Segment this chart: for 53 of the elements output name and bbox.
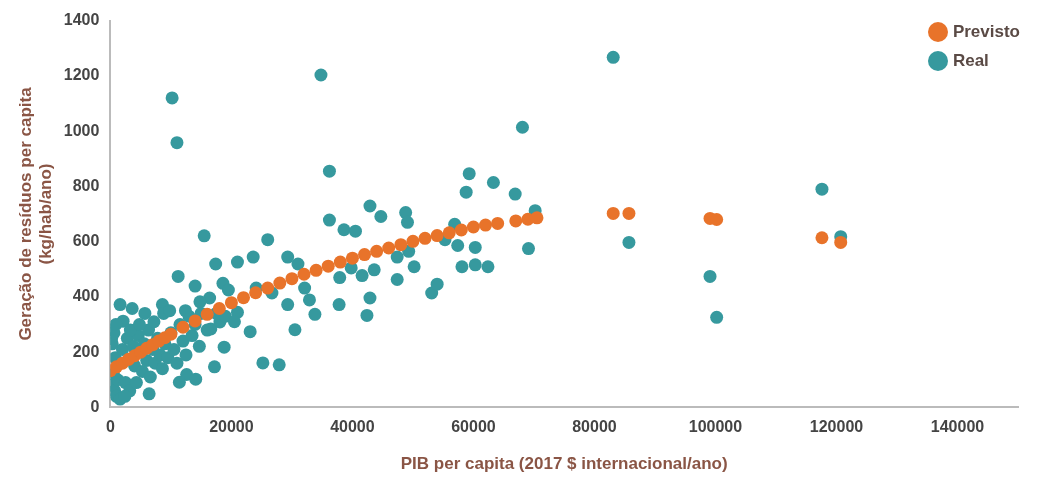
point bbox=[418, 231, 432, 245]
point bbox=[430, 229, 444, 243]
x-tick-label: 80000 bbox=[572, 418, 617, 436]
y-axis-title: Geração de resíduos per capita (kg/hab/ano) bbox=[15, 86, 56, 341]
point bbox=[297, 267, 311, 281]
point bbox=[442, 226, 456, 240]
x-tick-label: 140000 bbox=[930, 418, 985, 436]
point bbox=[358, 248, 372, 262]
y-tick-label: 1000 bbox=[63, 121, 100, 139]
point bbox=[394, 238, 408, 252]
x-tick-label: 0 bbox=[105, 418, 115, 436]
point bbox=[309, 263, 323, 277]
point bbox=[606, 206, 620, 220]
y-tick-label: 0 bbox=[90, 397, 100, 415]
point bbox=[188, 314, 202, 328]
point bbox=[237, 291, 251, 305]
y-tick-label: 800 bbox=[72, 176, 100, 194]
point bbox=[491, 216, 505, 230]
point bbox=[530, 211, 544, 225]
point bbox=[370, 244, 384, 258]
point bbox=[622, 206, 636, 220]
point bbox=[224, 296, 238, 310]
x-tick-label: 20000 bbox=[209, 418, 254, 436]
x-tick-label: 60000 bbox=[451, 418, 496, 436]
x-tick-label: 40000 bbox=[330, 418, 375, 436]
y-tick-label: 600 bbox=[72, 232, 100, 250]
x-tick-label: 120000 bbox=[809, 418, 864, 436]
point bbox=[261, 281, 275, 295]
legend-label: Previsto bbox=[952, 22, 1020, 42]
point bbox=[345, 251, 359, 265]
x-tick-label: 100000 bbox=[688, 418, 743, 436]
y-tick-label: 1200 bbox=[63, 66, 100, 84]
point bbox=[333, 255, 347, 269]
legend-label: Real bbox=[952, 51, 989, 71]
point bbox=[406, 234, 420, 248]
point bbox=[212, 301, 226, 315]
point bbox=[834, 235, 848, 249]
y-tick-label: 1400 bbox=[63, 11, 100, 29]
point bbox=[710, 213, 724, 227]
point bbox=[273, 276, 287, 290]
point bbox=[466, 220, 480, 234]
x-axis-title: PIB per capita (2017 $ internacional/ano) bbox=[400, 454, 728, 474]
point bbox=[479, 218, 493, 232]
point bbox=[382, 241, 396, 255]
y-tick-label: 200 bbox=[72, 342, 100, 360]
point bbox=[509, 214, 523, 228]
point bbox=[285, 272, 299, 286]
y-tick-label: 400 bbox=[72, 287, 100, 305]
point bbox=[249, 286, 263, 300]
point bbox=[815, 231, 829, 245]
point bbox=[454, 223, 468, 237]
point bbox=[200, 307, 214, 321]
point bbox=[321, 259, 335, 273]
